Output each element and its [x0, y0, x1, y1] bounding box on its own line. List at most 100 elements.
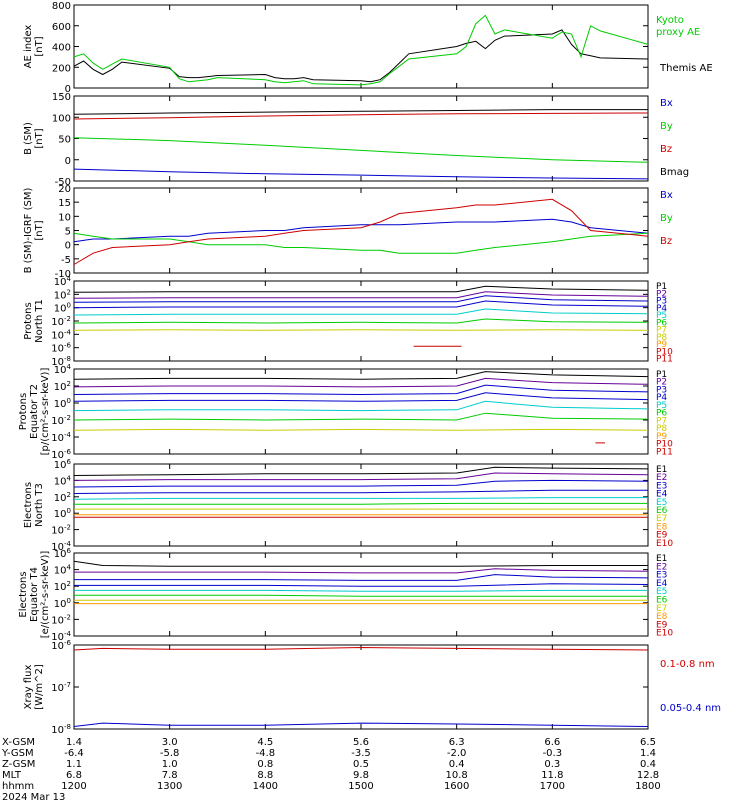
y-tick-label: 104 [54, 474, 72, 487]
panel-pe: ProtonsEquator T2[p/(cm²-s-sr-keV)] [18, 368, 649, 455]
orbit-row-label: hhmm [2, 781, 34, 792]
y-tick-label: 5 [65, 227, 71, 238]
y-tick-label: 10-2 [51, 315, 71, 328]
orbit-row-value: 1300 [157, 781, 182, 792]
y-axis-label: Xray flux[W/m^2] [23, 664, 45, 710]
orbit-row-value: 12.8 [637, 770, 659, 781]
panel-xray: Xray flux[W/m^2] [23, 644, 649, 730]
legend-entry: P9 [656, 432, 667, 442]
orbit-row-value: 1.0 [162, 759, 178, 770]
legend-entry: E1 [656, 465, 667, 475]
legend-entry: P9 [656, 340, 667, 350]
y-tick-label: 100 [54, 302, 71, 315]
y-tick-label: 20 [58, 184, 71, 195]
series-line-Themis-AE [73, 29, 649, 83]
legend-entry: Bx [660, 98, 673, 109]
series-line-E6 [74, 594, 648, 597]
legend-entry: E3 [656, 571, 667, 581]
y-tick-label: 10-2 [51, 524, 71, 537]
legend-entry: E5 [656, 587, 667, 597]
y-tick-label: 100 [52, 113, 71, 124]
legend-entry: 0.05-0.4 nm [660, 703, 721, 714]
legend-entry: Kyoto [656, 15, 684, 26]
series-line-Bx [73, 218, 649, 243]
orbit-row-value: 1600 [444, 781, 469, 792]
legend-entry: E8 [656, 522, 668, 532]
legend-entry: P11 [656, 355, 673, 365]
y-tick-label: -5 [61, 255, 71, 266]
y-tick-label: 10-6 [51, 448, 71, 461]
legend-entry: E7 [656, 604, 667, 614]
y-tick-label: 10-2 [51, 613, 71, 626]
legend-entry: P8 [656, 333, 667, 343]
orbit-row-value: 1800 [635, 781, 660, 792]
y-tick-label: 10-4 [51, 431, 71, 444]
series-line-P7 [73, 329, 649, 331]
y-axis-label: ProtonsNorth T1 [23, 299, 45, 343]
panel-frame [73, 280, 649, 362]
orbit-row-value: 1.4 [640, 748, 656, 759]
orbit-row-value: 9.8 [353, 770, 369, 781]
y-tick-label: 0 [65, 241, 71, 252]
panel-pn: ProtonsNorth T1 [23, 280, 649, 362]
orbit-row-label: MLT [2, 770, 22, 781]
series-line-Kyoto-proxy-AE [73, 14, 649, 86]
panel-frame [73, 187, 649, 274]
legend-entry: P8 [656, 424, 667, 434]
series-line-0-1-0-8-nm [73, 646, 649, 651]
y-tick-label: 800 [52, 1, 71, 12]
legend-entry: P5 [656, 401, 667, 411]
y-tick-label: 100 [54, 507, 71, 520]
y-tick-label: 150 [52, 92, 71, 103]
orbit-row-value: 1500 [348, 781, 373, 792]
panel-frame [73, 463, 649, 547]
legend-entry: E9 [656, 620, 668, 630]
legend-entry: Themis AE [659, 63, 713, 74]
orbit-row-value: -6.4 [64, 748, 84, 759]
legend-entry: P1 [656, 282, 667, 292]
orbit-row-value: 0.3 [544, 759, 560, 770]
series-line-P5 [73, 400, 649, 412]
legend-entry: E10 [656, 629, 673, 639]
y-tick-label: 102 [54, 491, 71, 504]
legend-entry: P2 [656, 378, 667, 388]
series-line-P1 [73, 371, 649, 380]
y-tick-label: 10-4 [51, 630, 71, 643]
series-line-P4 [73, 392, 649, 402]
panel-bigrf: B (SM)-IGRF (SM)[nT] [23, 187, 649, 274]
legend-entry: P2 [656, 289, 667, 299]
y-tick-label: 10-4 [51, 540, 71, 553]
legend-entry: P6 [656, 318, 667, 328]
orbit-row-value: 1700 [540, 781, 565, 792]
y-axis-label: B (SM)[nT] [23, 122, 45, 155]
legend-entry: 0.1-0.8 nm [660, 659, 715, 670]
legend-entry: E4 [656, 490, 668, 500]
series-line-P2 [73, 291, 649, 299]
legend-entry: P11 [656, 447, 673, 457]
legend-entry: P6 [656, 409, 667, 419]
legend-entry: Bz [660, 144, 672, 155]
orbit-row-value: 6.5 [640, 737, 656, 748]
panel-frame [73, 4, 649, 89]
y-tick-label: 10-7 [51, 681, 71, 694]
legend-entry: E3 [656, 481, 667, 491]
orbit-row-value: 6.6 [544, 737, 560, 748]
series-line-P3 [73, 384, 649, 396]
orbit-row-value: 5.6 [353, 737, 369, 748]
series-line-Bx [73, 168, 649, 180]
legend-entry: E8 [656, 612, 668, 622]
series-line-E3 [74, 574, 649, 581]
series-line-By [73, 137, 649, 163]
orbit-row-value: 3.0 [162, 737, 178, 748]
legend-entry: E7 [656, 514, 667, 524]
y-tick-label: 104 [54, 564, 72, 577]
y-tick-label: 0 [65, 84, 71, 95]
orbit-row-value: 7.8 [162, 770, 178, 781]
y-tick-label: 10 [58, 212, 71, 223]
legend-entry: P5 [656, 311, 667, 321]
series-line-E4 [73, 489, 648, 494]
series-line-E4 [74, 583, 649, 587]
legend-entry: E5 [656, 498, 667, 508]
y-tick-label: 400 [52, 43, 71, 54]
